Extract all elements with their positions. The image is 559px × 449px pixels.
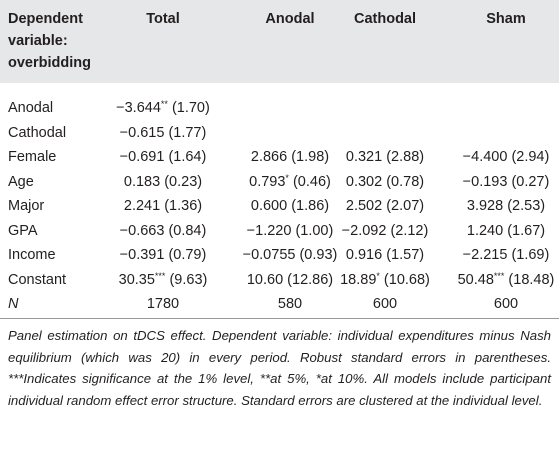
table-cell: 0.916 (1.57) bbox=[345, 247, 425, 263]
table-cell: 3.928 (2.53) bbox=[466, 198, 546, 214]
header-cell: Total bbox=[146, 11, 180, 27]
row-label: Major bbox=[8, 198, 45, 214]
row-label: N bbox=[8, 296, 19, 312]
table-cell: −2.215 (1.69) bbox=[462, 247, 550, 263]
table-cell: −0.615 (1.77) bbox=[119, 124, 207, 141]
table-cell: 2.502 (2.07) bbox=[345, 198, 425, 214]
table-cell: 600 bbox=[372, 296, 398, 312]
table-rule bbox=[0, 318, 559, 319]
row-label: Female bbox=[8, 149, 57, 165]
row-label: Constant bbox=[8, 271, 67, 288]
table-cell: 0.302 (0.78) bbox=[345, 173, 425, 190]
table-cell: 50.48*** (18.48) bbox=[457, 270, 555, 288]
table-cell: 0.321 (2.88) bbox=[345, 149, 425, 165]
header-cell: Cathodal bbox=[353, 11, 417, 27]
row-label: Income bbox=[8, 247, 56, 263]
table-cell: 0.600 (1.86) bbox=[250, 198, 330, 214]
table-cell: −0.193 (0.27) bbox=[462, 173, 550, 190]
table-cell: 1.240 (1.67) bbox=[466, 222, 546, 239]
table-cell: −0.0755 (0.93) bbox=[242, 247, 338, 263]
table-cell: −0.691 (1.64) bbox=[119, 149, 207, 165]
table-cell: 1780 bbox=[146, 296, 180, 312]
row-label: Age bbox=[8, 173, 34, 190]
table-cell: 580 bbox=[277, 296, 303, 312]
row-label: Anodal bbox=[8, 100, 54, 116]
table-cell: −3.644** (1.70) bbox=[116, 99, 210, 117]
table-cell: 30.35*** (9.63) bbox=[118, 270, 208, 288]
header-cell: Dependent variable: overbidding bbox=[8, 11, 91, 71]
table-cell: 0.183 (0.23) bbox=[123, 173, 203, 190]
header-cell: Anodal bbox=[265, 11, 315, 27]
header-cell: Sham bbox=[486, 11, 526, 27]
row-label: Cathodal bbox=[8, 124, 67, 141]
table-cell: 2.866 (1.98) bbox=[250, 149, 330, 165]
table-cell: −0.663 (0.84) bbox=[119, 222, 207, 239]
table-cell: 10.60 (12.86) bbox=[246, 271, 334, 288]
row-label: GPA bbox=[8, 222, 38, 239]
table-cell: 18.89* (10.68) bbox=[340, 270, 430, 288]
table-cell: 0.793* (0.46) bbox=[249, 172, 331, 190]
table-cell: 600 bbox=[493, 296, 519, 312]
table-note: Panel estimation on tDCS effect. Depende… bbox=[8, 328, 551, 408]
table-cell: −4.400 (2.94) bbox=[462, 149, 550, 165]
table-cell: −1.220 (1.00) bbox=[246, 222, 334, 239]
table-cell: 2.241 (1.36) bbox=[123, 198, 203, 214]
table-cell: −0.391 (0.79) bbox=[119, 247, 207, 263]
table-header bbox=[0, 0, 559, 83]
table-cell: −2.092 (2.12) bbox=[341, 222, 429, 239]
